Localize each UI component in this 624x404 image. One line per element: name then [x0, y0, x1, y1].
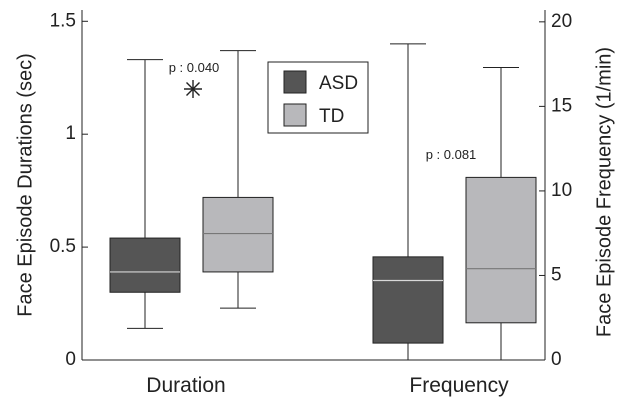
legend-swatch-td [283, 103, 307, 127]
p-value-frequency: p : 0.081 [426, 147, 477, 162]
legend-label-td: TD [319, 106, 344, 127]
box-group [109, 43, 537, 361]
right-tick-label: 5 [551, 264, 562, 285]
right-tick-group: 0 5 10 15 20 [539, 11, 572, 370]
left-y-axis: 0 0.5 1 1.5 Face Episode Durations (sec) [14, 10, 88, 370]
iqr-box [109, 237, 181, 293]
category-label-duration: Duration [146, 374, 225, 397]
iqr-box [465, 176, 537, 324]
box-td-duration [202, 50, 274, 309]
right-tick-label: 10 [551, 180, 572, 201]
left-tick-label: 1 [65, 123, 76, 144]
right-tick-label: 20 [551, 11, 572, 32]
right-tick-label: 15 [551, 95, 572, 116]
iqr-box [202, 196, 274, 273]
legend-label-asd: ASD [319, 73, 358, 94]
significance-asterisk [184, 80, 202, 98]
left-axis-label: Face Episode Durations (sec) [14, 53, 36, 316]
box-asd-frequency [372, 43, 444, 361]
right-tick-label: 0 [551, 349, 562, 370]
left-tick-label: 0.5 [50, 236, 76, 257]
left-tick-group: 0 0.5 1 1.5 [50, 10, 88, 370]
right-y-axis: 0 5 10 15 20 Face Episode Frequency (1/min) [539, 10, 615, 370]
box-asd-duration [109, 59, 181, 329]
box-td-frequency [465, 66, 537, 361]
left-tick-label: 1.5 [50, 10, 76, 31]
legend: ASD TD [267, 61, 369, 134]
right-axis-label: Face Episode Frequency (1/min) [593, 47, 615, 337]
iqr-box [372, 256, 444, 344]
legend-swatch-asd [283, 70, 307, 94]
left-tick-label: 0 [65, 349, 76, 370]
category-label-frequency: Frequency [409, 374, 509, 397]
p-value-duration: p : 0.040 [169, 60, 220, 75]
